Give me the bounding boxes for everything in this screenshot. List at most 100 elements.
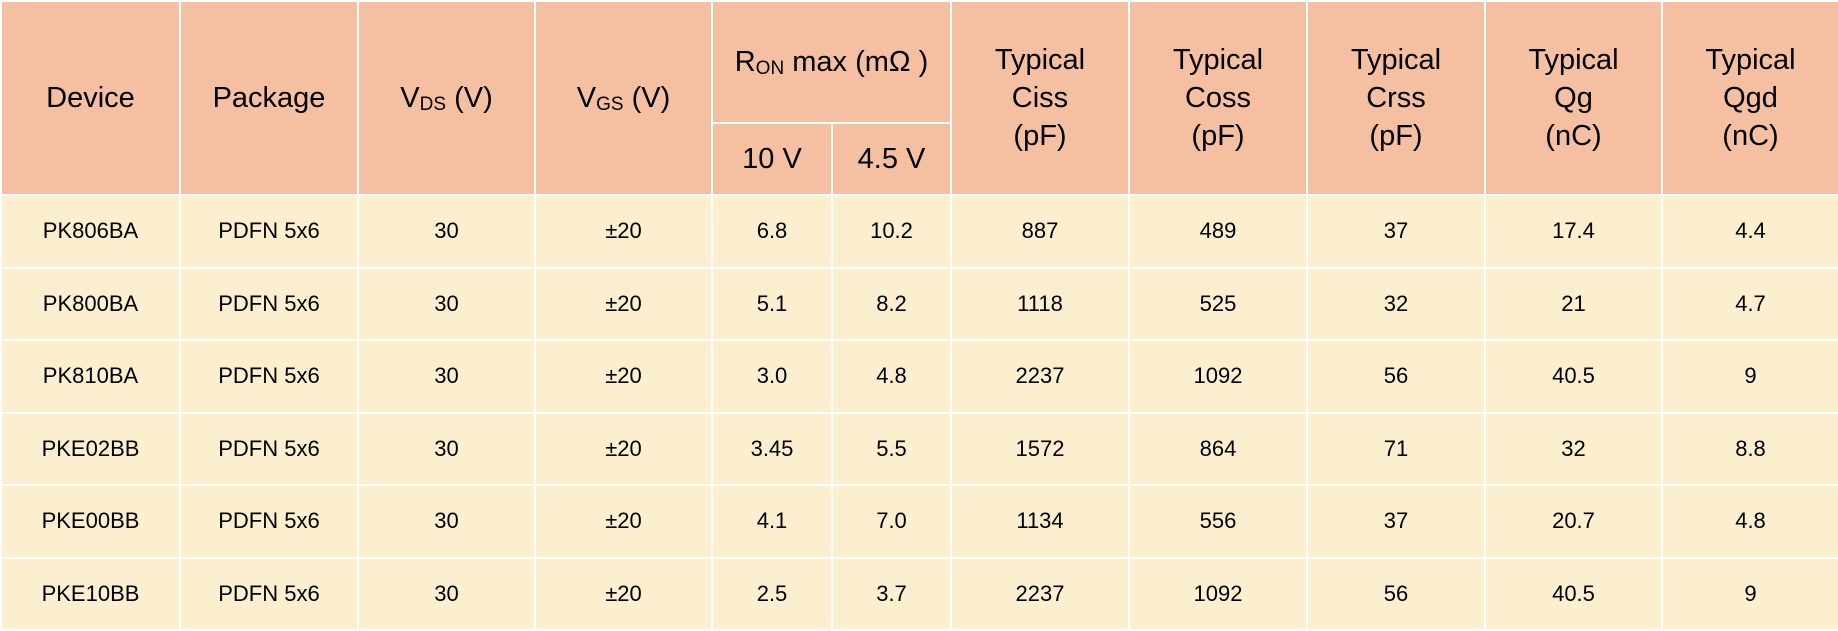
header-qg-line3: (nC): [1545, 120, 1602, 153]
cell-ciss: 2237: [950, 556, 1130, 631]
header-vds-main: V: [400, 81, 420, 114]
header-ron-max: RON max (mΩ ): [711, 0, 952, 124]
cell-qgd: 4.4: [1661, 194, 1838, 269]
header-qg: Typical Qg (nC): [1484, 0, 1663, 196]
cell-device: PKE10BB: [0, 556, 181, 631]
cell-device: PK806BA: [0, 194, 181, 269]
cell-vds: 30: [357, 484, 536, 559]
header-vds-unit: (V): [454, 81, 493, 114]
table-header: Device Package VDS (V) VGS (V) RON max (…: [0, 0, 1838, 196]
cell-ron-10v: 3.0: [711, 339, 833, 414]
header-ron-main: R: [734, 45, 756, 78]
cell-vgs: ±20: [534, 411, 713, 486]
cell-ron-45v: 4.8: [831, 339, 952, 414]
header-qgd: Typical Qgd (nC): [1661, 0, 1838, 196]
cell-ron-45v: 5.5: [831, 411, 952, 486]
header-vgs: VGS (V): [534, 0, 713, 196]
header-ciss-line2: Ciss: [1011, 81, 1069, 114]
header-crss: Typical Crss (pF): [1306, 0, 1486, 196]
header-ron-45v: 4.5 V: [831, 122, 952, 196]
header-qgd-line1: Typical: [1705, 43, 1796, 76]
cell-vgs: ±20: [534, 266, 713, 341]
table-row: PKE02BB PDFN 5x6 30 ±20 3.45 5.5 1572 864 71 32 8.…: [0, 411, 1838, 486]
cell-coss: 864: [1128, 411, 1308, 486]
cell-ron-45v: 7.0: [831, 484, 952, 559]
cell-vds: 30: [357, 556, 536, 631]
cell-qg: 17.4: [1484, 194, 1663, 269]
header-package: Package: [179, 0, 359, 196]
header-crss-line1: Typical: [1350, 43, 1442, 76]
table-row: PKE00BB PDFN 5x6 30 ±20 4.1 7.0 1134 556 37 20.7 4…: [0, 484, 1838, 559]
cell-ron-10v: 6.8: [711, 194, 833, 269]
cell-vds: 30: [357, 194, 536, 269]
table-row: PKE10BB PDFN 5x6 30 ±20 2.5 3.7 2237 1092 56 40.5…: [0, 556, 1838, 631]
header-vgs-main: V: [576, 81, 597, 114]
cell-package: PDFN 5x6: [179, 411, 359, 486]
cell-coss: 1092: [1128, 339, 1308, 414]
header-coss-line1: Typical: [1172, 43, 1264, 76]
cell-crss: 56: [1306, 556, 1486, 631]
cell-qg: 20.7: [1484, 484, 1663, 559]
table-row: PK806BA PDFN 5x6 30 ±20 6.8 10.2 887 489 37 17.4 4…: [0, 194, 1838, 269]
header-crss-line3: (pF): [1369, 120, 1423, 153]
cell-coss: 556: [1128, 484, 1308, 559]
header-ron-10v: 10 V: [711, 122, 833, 196]
header-vds-sub: DS: [419, 93, 446, 115]
cell-qgd: 8.8: [1661, 411, 1838, 486]
cell-crss: 32: [1306, 266, 1486, 341]
header-vds: VDS (V): [357, 0, 536, 196]
cell-qgd: 9: [1661, 556, 1838, 631]
cell-vgs: ±20: [534, 484, 713, 559]
table-row: PK800BA PDFN 5x6 30 ±20 5.1 8.2 1118 525 32 21 4.7: [0, 266, 1838, 341]
cell-crss: 56: [1306, 339, 1486, 414]
cell-ron-10v: 2.5: [711, 556, 833, 631]
table-row: PK810BA PDFN 5x6 30 ±20 3.0 4.8 2237 1092 56 40.5…: [0, 339, 1838, 414]
cell-qg: 32: [1484, 411, 1663, 486]
cell-coss: 1092: [1128, 556, 1308, 631]
cell-qgd: 4.7: [1661, 266, 1838, 341]
cell-package: PDFN 5x6: [179, 194, 359, 269]
cell-device: PKE00BB: [0, 484, 181, 559]
cell-device: PK810BA: [0, 339, 181, 414]
header-device: Device: [0, 0, 181, 196]
cell-package: PDFN 5x6: [179, 339, 359, 414]
header-ciss-line1: Typical: [994, 43, 1086, 76]
header-crss-line2: Crss: [1366, 81, 1426, 114]
header-coss-line2: Coss: [1184, 81, 1252, 114]
cell-qg: 40.5: [1484, 556, 1663, 631]
header-vgs-unit: (V): [631, 81, 671, 114]
cell-crss: 71: [1306, 411, 1486, 486]
cell-qg: 40.5: [1484, 339, 1663, 414]
cell-crss: 37: [1306, 484, 1486, 559]
cell-ron-45v: 10.2: [831, 194, 952, 269]
cell-package: PDFN 5x6: [179, 484, 359, 559]
cell-coss: 489: [1128, 194, 1308, 269]
cell-vgs: ±20: [534, 556, 713, 631]
cell-vgs: ±20: [534, 339, 713, 414]
cell-vds: 30: [357, 266, 536, 341]
table-body: PK806BA PDFN 5x6 30 ±20 6.8 10.2 887 489 37 17.4 4…: [0, 194, 1838, 631]
header-qgd-line2: Qgd: [1723, 81, 1778, 114]
header-vgs-sub: GS: [596, 93, 624, 115]
cell-ciss: 887: [950, 194, 1130, 269]
cell-vgs: ±20: [534, 194, 713, 269]
cell-qgd: 4.8: [1661, 484, 1838, 559]
cell-ron-45v: 8.2: [831, 266, 952, 341]
header-qg-line1: Typical: [1528, 43, 1619, 76]
cell-ciss: 2237: [950, 339, 1130, 414]
cell-coss: 525: [1128, 266, 1308, 341]
header-ciss: Typical Ciss (pF): [950, 0, 1130, 196]
cell-crss: 37: [1306, 194, 1486, 269]
cell-qgd: 9: [1661, 339, 1838, 414]
cell-ron-10v: 5.1: [711, 266, 833, 341]
cell-device: PK800BA: [0, 266, 181, 341]
cell-ron-45v: 3.7: [831, 556, 952, 631]
cell-ron-10v: 4.1: [711, 484, 833, 559]
header-qgd-line3: (nC): [1722, 120, 1779, 153]
header-ron-rest: max (mΩ ): [784, 45, 929, 78]
cell-vds: 30: [357, 411, 536, 486]
header-coss-line3: (pF): [1191, 120, 1245, 153]
header-qg-line2: Qg: [1554, 81, 1593, 114]
